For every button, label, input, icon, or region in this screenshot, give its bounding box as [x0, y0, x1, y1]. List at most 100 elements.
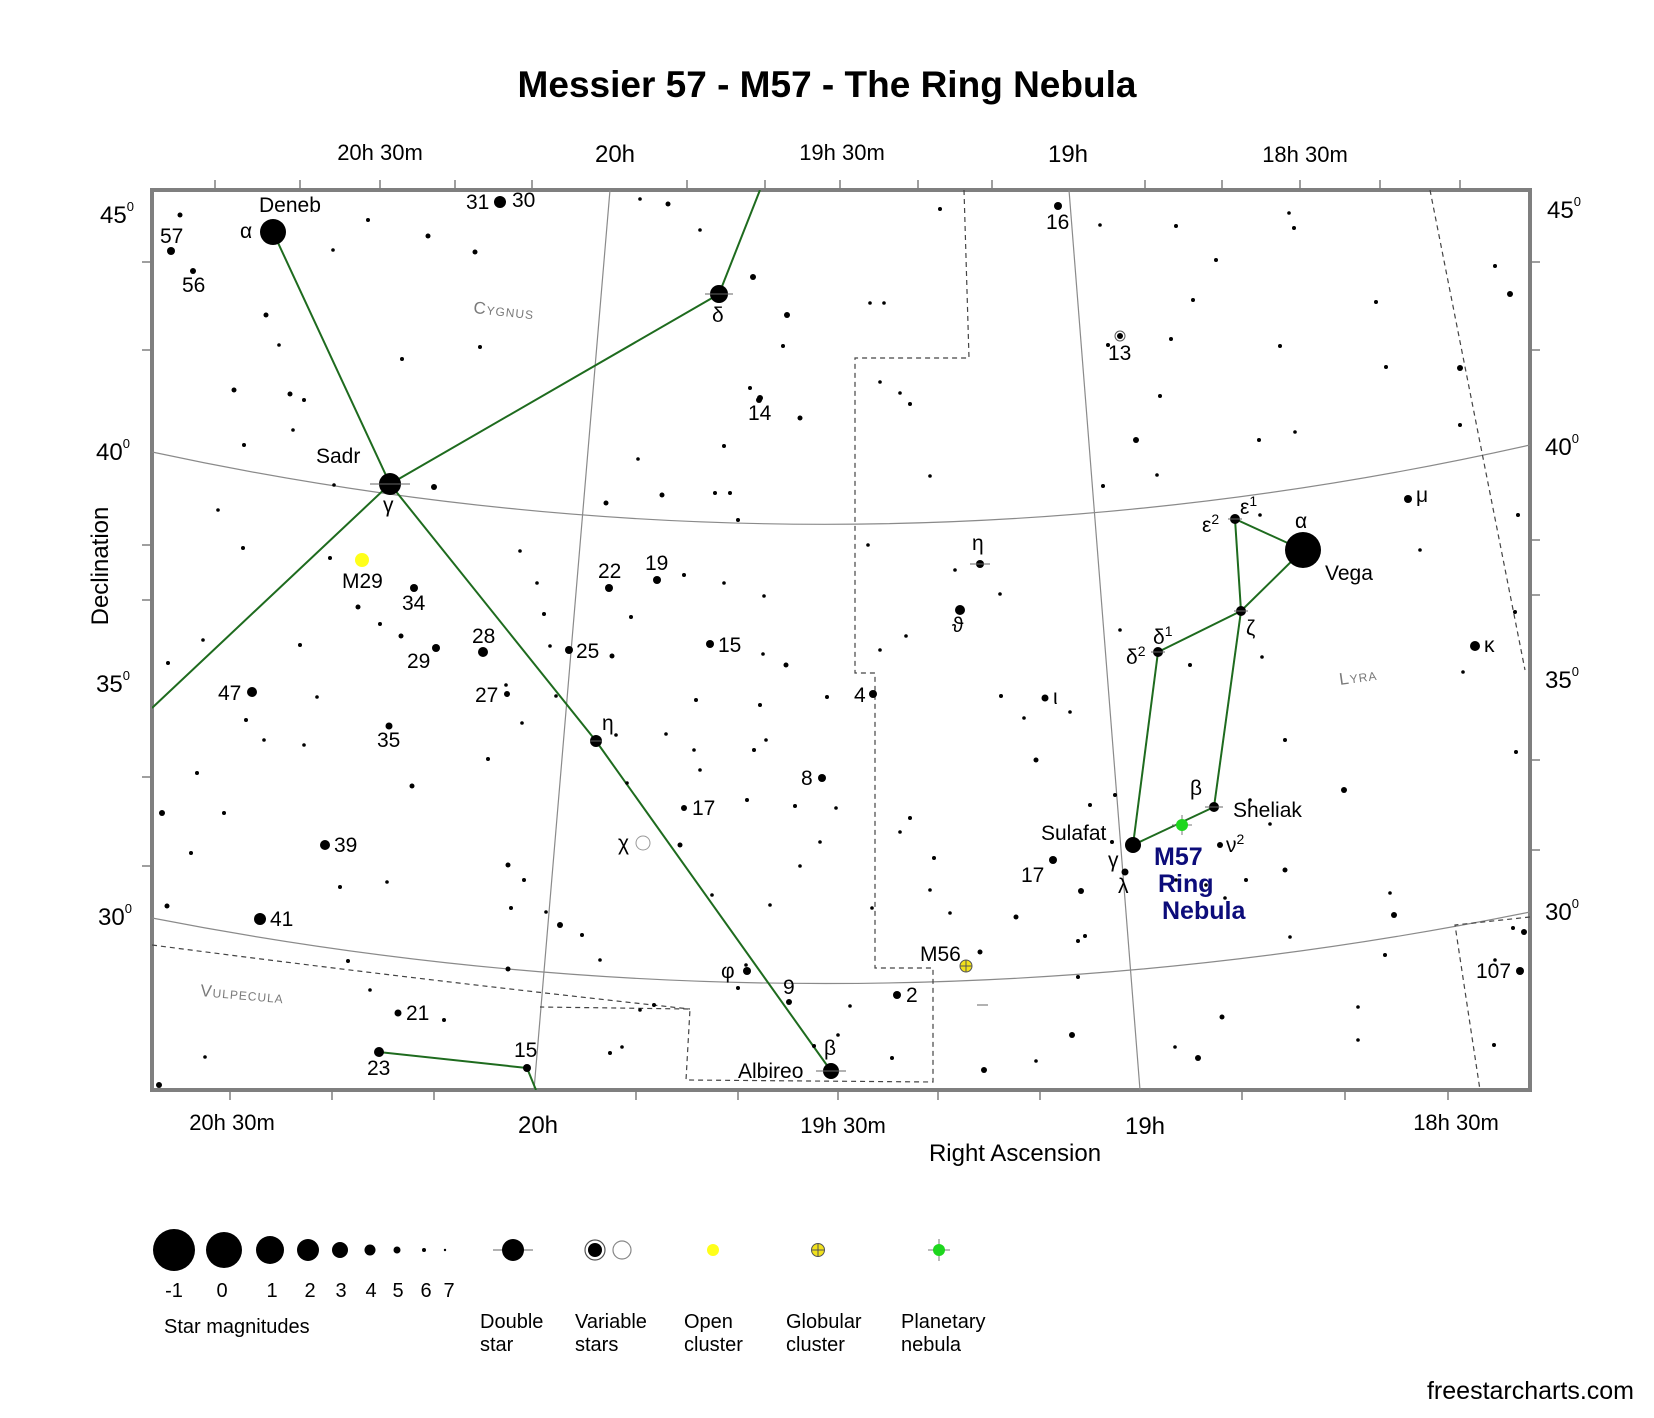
label-sheliak-beta: β	[1190, 777, 1202, 800]
star	[1521, 929, 1527, 935]
star-lyr-iota	[1041, 694, 1049, 702]
star	[793, 804, 797, 808]
star	[1341, 787, 1347, 793]
star	[1493, 958, 1497, 962]
chart-title: Messier 57 - M57 - The Ring Nebula	[518, 64, 1137, 105]
star	[1356, 1038, 1360, 1042]
star-cyg-phi	[743, 967, 751, 975]
star	[1078, 888, 1084, 894]
star	[783, 662, 789, 668]
star-41-cyg	[254, 913, 266, 925]
label-lyr-kappa: κ	[1484, 634, 1495, 657]
label-13: 13	[1108, 342, 1131, 365]
star	[385, 880, 389, 884]
star	[682, 573, 686, 577]
label-cyg-eta: η	[602, 712, 614, 735]
legend-mag-5	[393, 1246, 401, 1254]
star	[638, 1008, 642, 1012]
star	[1282, 867, 1288, 873]
legend-mag-1	[256, 1236, 284, 1264]
star	[520, 721, 524, 725]
star	[505, 862, 511, 868]
star	[1214, 258, 1218, 262]
star	[728, 491, 732, 495]
star	[1223, 896, 1227, 900]
star-14-cyg	[756, 397, 762, 403]
star	[1244, 878, 1248, 882]
line-delta-north	[718, 190, 761, 295]
top-tick-1: 20h 30m	[337, 140, 423, 165]
star	[614, 733, 618, 737]
star	[1173, 1045, 1177, 1049]
label-deneb-alpha: α	[240, 220, 252, 243]
star	[398, 633, 404, 639]
star	[1113, 793, 1117, 797]
star	[1257, 438, 1261, 442]
dec-right-35: 350	[1545, 664, 1579, 694]
dec-right-30: 300	[1545, 896, 1579, 926]
star	[302, 398, 306, 402]
line-sadr-west	[152, 483, 391, 709]
star	[1391, 912, 1397, 918]
bottom-tick-2: 20h	[518, 1112, 558, 1139]
star	[784, 312, 790, 318]
star	[1110, 840, 1114, 844]
star	[425, 233, 431, 239]
label-16: 16	[1046, 211, 1069, 234]
boundary-hercules	[1454, 916, 1530, 1090]
label-delta2-sup: 2	[1138, 643, 1146, 659]
y-axis-title: Declination	[87, 507, 114, 626]
legend-variable-icon-filled	[588, 1243, 602, 1257]
label-sulafat: Sulafat	[1041, 822, 1107, 845]
star	[291, 428, 295, 432]
star	[1118, 628, 1122, 632]
star	[242, 443, 246, 447]
star	[1098, 223, 1102, 227]
legend-mag-label-7: 7	[443, 1280, 454, 1302]
star	[608, 1051, 612, 1055]
label-m29: M29	[342, 570, 383, 593]
star-21-vul	[394, 1009, 402, 1017]
star-56-cyg	[190, 268, 196, 274]
star	[332, 483, 336, 487]
legend-mag-label-6: 6	[420, 1280, 431, 1302]
star-lyr-mu	[1404, 495, 1412, 503]
star-2-cyg	[893, 991, 901, 999]
legend-globular-label-1: Globular	[786, 1311, 862, 1333]
legend-pn-label-1: Planetary	[901, 1311, 986, 1333]
star	[878, 380, 882, 384]
dec-right-45-deg: 0	[1574, 194, 1581, 209]
star	[1507, 291, 1513, 297]
star	[203, 1055, 207, 1059]
label-zeta: ζ	[1246, 617, 1255, 640]
star-sulafat	[1125, 837, 1141, 853]
star-vega	[1285, 532, 1321, 568]
star	[580, 933, 584, 937]
star	[825, 695, 829, 699]
label-albireo-beta: β	[824, 1037, 836, 1060]
label-107: 107	[1476, 960, 1511, 983]
star	[745, 798, 749, 802]
legend-globular-cluster: Globular cluster	[786, 1243, 862, 1356]
label-eps2-letter: ε	[1202, 514, 1211, 537]
star	[818, 840, 822, 844]
star	[878, 648, 882, 652]
label-eps1-letter: ε	[1240, 496, 1249, 519]
star	[932, 856, 936, 860]
label-m57-line3: Nebula	[1162, 897, 1246, 925]
star-28-cyg	[478, 647, 488, 657]
line-eta-albireo	[595, 740, 832, 1072]
star-lyr-kappa	[1470, 641, 1480, 651]
star	[1374, 300, 1378, 304]
line-sheliak-zeta	[1213, 610, 1242, 808]
dec-right-30-value: 30	[1545, 899, 1572, 926]
star	[629, 615, 633, 619]
label-eps1: ε1	[1240, 493, 1257, 519]
legend-open-cluster-icon	[707, 1244, 719, 1256]
line-lyra	[1233, 517, 1304, 614]
named-stars	[167, 196, 1524, 1079]
label-19: 19	[645, 552, 668, 575]
star	[1174, 224, 1178, 228]
star	[999, 694, 1003, 698]
star	[177, 212, 183, 218]
